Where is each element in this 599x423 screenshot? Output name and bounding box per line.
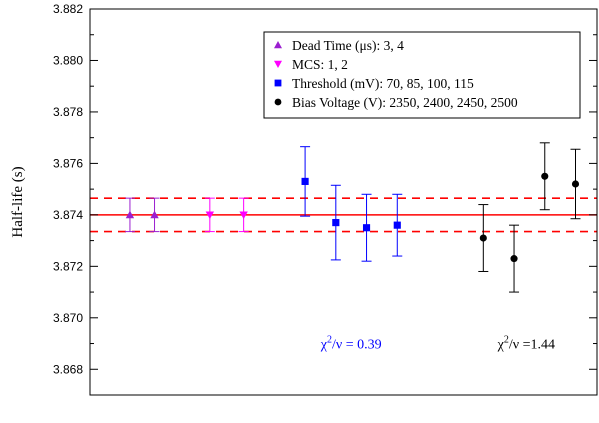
legend-marker	[274, 98, 282, 106]
legend-box	[263, 31, 581, 119]
data-point	[479, 234, 487, 242]
series-group	[204, 197, 249, 233]
y-axis-label: Half-life (s)	[10, 166, 26, 237]
legend-marker	[274, 60, 282, 68]
data-point	[541, 172, 549, 180]
data-point	[332, 219, 340, 227]
data-point	[510, 255, 518, 263]
chi-square-label: χ2/ν = 0.39	[320, 335, 382, 353]
y-tick-label: 3.872	[53, 259, 83, 273]
series-group	[124, 197, 160, 233]
data-point	[125, 210, 135, 219]
reference-lines	[90, 197, 597, 233]
data-point	[150, 210, 159, 219]
y-tick-label: 3.880	[53, 53, 83, 67]
y-tick-label: 3.874	[53, 208, 83, 222]
legend-marker	[274, 41, 282, 49]
y-tick-label: 3.876	[53, 156, 83, 170]
data-point	[393, 221, 401, 229]
data-point	[239, 211, 248, 220]
legend-entry: Dead Time (μs): 3, 4	[292, 38, 404, 53]
y-tick-label: 3.868	[53, 362, 83, 376]
legend-entry: Threshold (mV): 70, 85, 100, 115	[292, 76, 474, 91]
chi-square-label: χ2/ν =1.44	[497, 335, 555, 353]
data-point	[301, 177, 309, 185]
chi-square-annotations: χ2/ν = 0.39 χ2/ν =1.44	[320, 335, 555, 353]
y-tick-label: 3.882	[53, 2, 83, 16]
data-point	[362, 224, 371, 232]
y-tick-label: 3.878	[53, 105, 83, 119]
series-group	[300, 146, 403, 262]
legend-entry: Bias Voltage (V): 2350, 2400, 2450, 2500	[292, 95, 518, 110]
data-series	[124, 142, 581, 293]
series-group	[478, 142, 581, 293]
data-point	[571, 180, 580, 188]
data-point	[205, 211, 215, 220]
legend-entry: MCS: 1, 2	[292, 57, 348, 72]
y-tick-label: 3.870	[53, 311, 83, 325]
y-axis: 3.868 3.870 3.872 3.874 3.876 3.878 3.880 3.882	[53, 2, 597, 376]
legend-marker	[274, 79, 282, 87]
legend: Dead Time (μs): 3, 4 MCS: 1, 2 Threshold (…	[263, 31, 581, 119]
plot-frame	[89, 8, 598, 396]
